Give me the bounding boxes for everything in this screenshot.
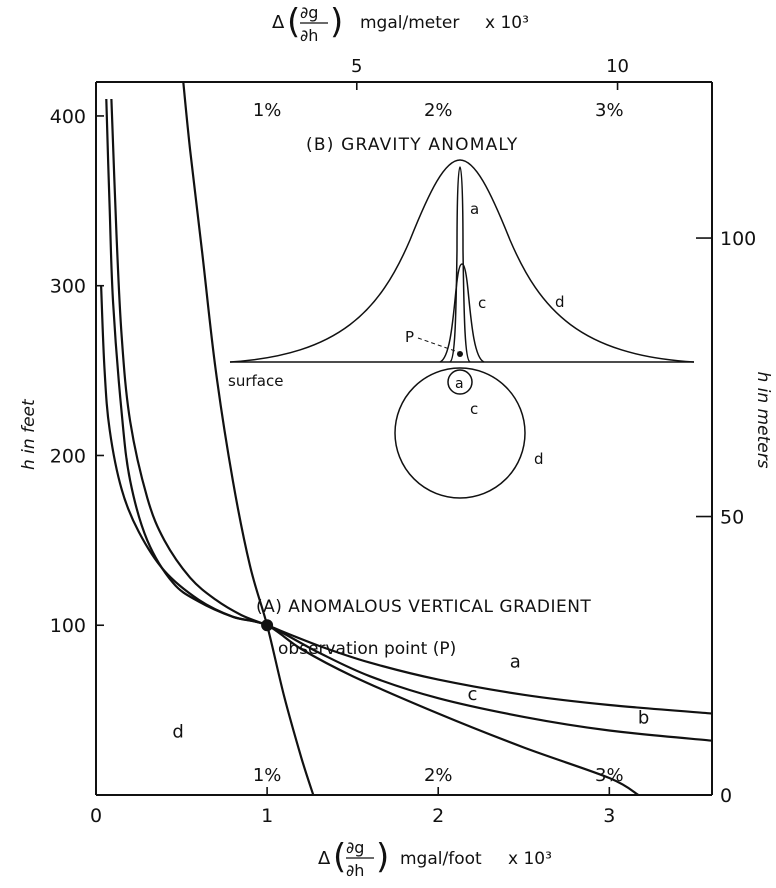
bottom-axis-ticks: 0 1 2 3 xyxy=(90,787,615,827)
inset-curve-label-d: d xyxy=(555,293,565,311)
buried-body-d xyxy=(394,367,526,499)
top-label-paren-left: ( xyxy=(287,2,300,42)
bottom-label-unit: mgal/foot xyxy=(400,849,482,869)
top-axis-label: Δ ( ∂g ∂h ) mgal/meter x 10³ xyxy=(272,2,529,45)
bottom-tick-label: 1 xyxy=(261,805,273,827)
top-label-unit: mgal/meter xyxy=(360,13,459,33)
right-tick-label: 100 xyxy=(720,228,756,250)
bottom-label-paren-right: ) xyxy=(376,837,389,877)
left-tick-label: 300 xyxy=(50,276,86,298)
anomaly-curve-c xyxy=(439,263,485,363)
curve-label-a: a xyxy=(510,652,521,673)
series-line-c xyxy=(100,285,639,796)
top-label-denominator: ∂h xyxy=(300,26,318,45)
anomaly-curve-a xyxy=(449,166,471,363)
left-tick-label: 100 xyxy=(50,615,86,637)
bottom-percent-label: 2% xyxy=(424,765,453,786)
curve-label-d: d xyxy=(172,721,183,742)
bottom-tick-label: 2 xyxy=(432,805,444,827)
right-axis-label: h in meters xyxy=(753,371,773,468)
top-label-numerator: ∂g xyxy=(300,3,318,22)
bottom-label-delta: Δ xyxy=(318,848,331,869)
inset-body-label-d: d xyxy=(534,450,544,468)
curve-labels: a b c d xyxy=(172,652,649,743)
left-tick-label: 400 xyxy=(50,106,86,128)
bottom-label-paren-left: ( xyxy=(333,837,346,877)
top-tick-label: 10 xyxy=(606,56,629,77)
series-line-a xyxy=(110,98,713,715)
inset-point-dot xyxy=(457,351,463,357)
gravity-anomaly-inset: (B) GRAVITY ANOMALY surface a c d P a c … xyxy=(228,135,695,499)
bottom-label-numerator: ∂g xyxy=(346,838,364,857)
top-percent-label: 2% xyxy=(424,100,453,121)
inset-point-label: P xyxy=(405,328,414,346)
left-axis-label: h in feet xyxy=(19,398,39,470)
left-tick-label: 200 xyxy=(50,445,86,467)
right-axis-ticks: 0 50 100 xyxy=(696,228,756,807)
percent-labels: 1% 2% 3%1% 2% 3% xyxy=(253,100,624,786)
bottom-axis-label: Δ ( ∂g ∂h ) mgal/foot x 10³ xyxy=(318,837,552,880)
top-percent-label: 1% xyxy=(253,100,282,121)
top-percent-label: 3% xyxy=(595,100,624,121)
surface-label: surface xyxy=(228,372,283,390)
top-axis-ticks: 5 10 xyxy=(351,56,629,90)
series-group xyxy=(100,81,713,796)
inset-body-label-c: c xyxy=(470,400,478,418)
right-tick-label: 50 xyxy=(720,507,744,529)
top-label-scale: x 10³ xyxy=(485,13,529,33)
inset-curve-label-a: a xyxy=(470,200,479,218)
curve-label-c: c xyxy=(467,684,477,705)
chart-title: (A) ANOMALOUS VERTICAL GRADIENT xyxy=(256,597,591,617)
observation-point-label: observation point (P) xyxy=(278,639,456,659)
top-label-delta: Δ xyxy=(272,12,285,33)
left-axis-ticks: 100 200 300 400 xyxy=(50,106,104,637)
bottom-percent-label: 1% xyxy=(253,765,282,786)
buried-body-a xyxy=(447,369,473,395)
series-line-d xyxy=(182,81,315,796)
bottom-label-denominator: ∂h xyxy=(346,861,364,880)
observation-point-marker xyxy=(261,619,274,632)
top-label-paren-right: ) xyxy=(330,2,343,42)
bottom-tick-label: 3 xyxy=(603,805,615,827)
inset-point-leader xyxy=(417,337,459,353)
curve-label-b: b xyxy=(638,708,649,729)
anomaly-curve-d xyxy=(229,159,695,363)
bottom-tick-label: 0 xyxy=(90,805,102,827)
inset-body-label-a: a xyxy=(455,376,464,392)
right-tick-label: 0 xyxy=(720,785,732,807)
inset-title: (B) GRAVITY ANOMALY xyxy=(306,135,518,155)
inset-curve-label-c: c xyxy=(478,294,486,312)
bottom-label-scale: x 10³ xyxy=(508,849,552,869)
top-tick-label: 5 xyxy=(351,56,362,77)
